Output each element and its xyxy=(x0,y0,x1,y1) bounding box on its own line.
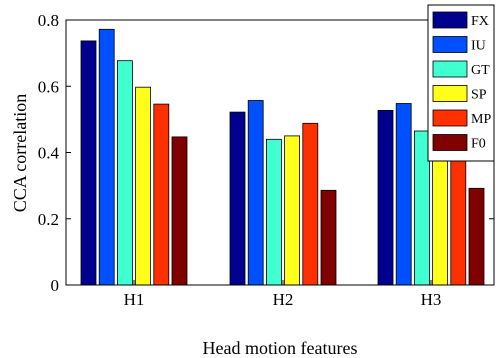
y-tick-label: 0 xyxy=(51,276,60,295)
bar-mp-h1 xyxy=(153,103,170,286)
bar-f0-h1 xyxy=(171,136,188,286)
x-tick-label-h2: H2 xyxy=(273,290,294,309)
legend-label-mp: MP xyxy=(471,112,491,127)
legend-label-f0: F0 xyxy=(471,137,486,152)
bars-group xyxy=(80,28,485,286)
x-axis: H1 H2 H3 xyxy=(124,280,442,309)
bar-iu-h3 xyxy=(395,103,412,286)
bar-iu-h2 xyxy=(247,100,264,286)
y-axis: 0 0.2 0.4 0.6 0.8 xyxy=(38,11,494,295)
legend-label-sp: SP xyxy=(471,88,487,103)
x-tick-label-h3: H3 xyxy=(421,290,442,309)
bar-f0-h3 xyxy=(468,187,485,286)
legend-swatch-iu xyxy=(432,36,468,53)
bar-sp-h2 xyxy=(284,135,301,286)
bar-gt-h3 xyxy=(413,130,430,286)
bar-fx-h3 xyxy=(377,110,394,286)
bar-iu-h1 xyxy=(98,28,115,286)
legend-swatch-mp xyxy=(432,109,468,127)
y-tick-label: 0.4 xyxy=(38,144,60,163)
legend-label-gt: GT xyxy=(471,63,490,78)
bar-f0-h2 xyxy=(320,189,337,286)
bar-gt-h1 xyxy=(117,60,133,286)
bar-gt-h2 xyxy=(265,138,282,286)
legend-swatch-sp xyxy=(432,85,468,102)
bar-sp-h1 xyxy=(135,86,152,286)
bar-fx-h2 xyxy=(229,111,246,286)
y-tick-label: 0.8 xyxy=(38,11,59,30)
x-tick-label-h1: H1 xyxy=(124,290,145,309)
y-tick-label: 0.6 xyxy=(38,77,59,96)
legend-label-fx: FX xyxy=(471,14,489,29)
y-axis-title: CCA correlation xyxy=(10,94,30,212)
bar-mp-h2 xyxy=(302,122,319,286)
bar-fx-h1 xyxy=(80,40,97,286)
legend-swatch-fx xyxy=(432,11,468,29)
legend-label-iu: IU xyxy=(471,39,486,54)
x-axis-title: Head motion features xyxy=(203,338,358,358)
legend-swatch-gt xyxy=(432,60,468,78)
y-tick-label: 0.2 xyxy=(38,210,59,229)
legend: FX IU GT SP MP F0 xyxy=(427,4,495,162)
legend-swatch-f0 xyxy=(432,134,468,151)
